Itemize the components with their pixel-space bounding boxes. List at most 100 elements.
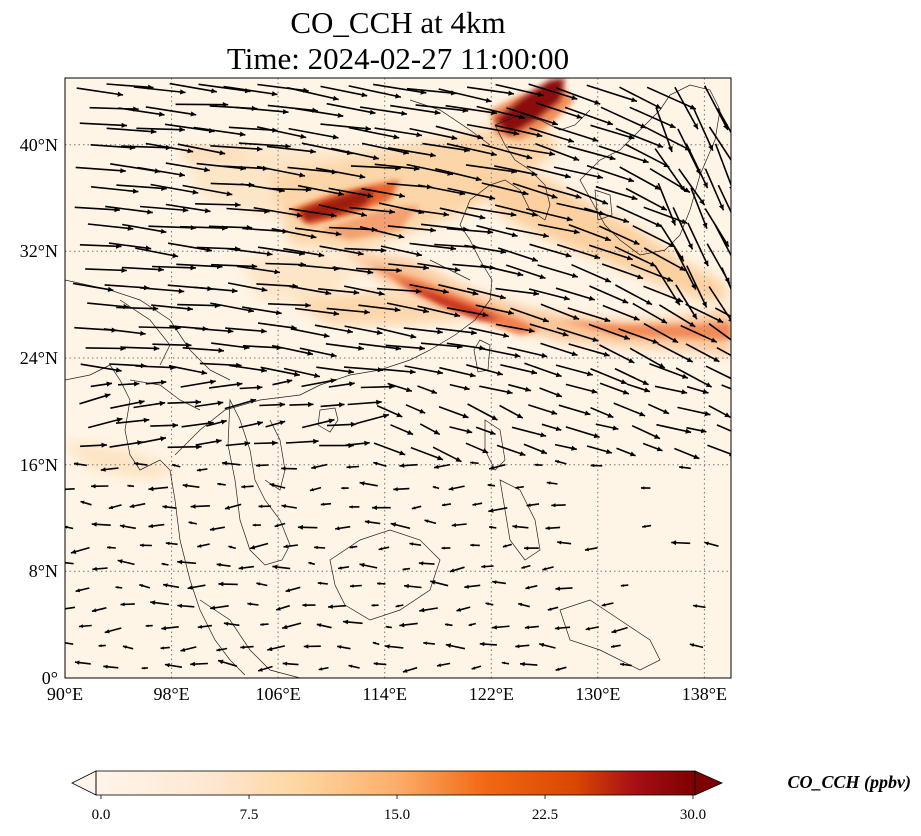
wind-arrow bbox=[476, 105, 525, 120]
wind-arrow-head bbox=[746, 323, 752, 328]
wind-arrow bbox=[680, 324, 718, 343]
wind-arrow-head bbox=[261, 328, 267, 334]
wind-arrow bbox=[564, 106, 614, 126]
wind-arrow-head bbox=[179, 127, 185, 133]
wind-arrow bbox=[314, 324, 354, 333]
wind-arrow-head bbox=[620, 379, 627, 384]
wind-arrow-head bbox=[528, 327, 535, 334]
wind-arrow-head bbox=[373, 461, 378, 466]
wind-arrow-head bbox=[197, 624, 203, 629]
wind-arrow-head bbox=[551, 120, 558, 126]
wind-arrow-head bbox=[373, 155, 379, 161]
wind-arrow-head bbox=[487, 483, 491, 487]
wind-arrow bbox=[65, 561, 74, 565]
wind-arrow bbox=[302, 418, 335, 429]
wind-arrow bbox=[571, 263, 612, 283]
wind-arrow bbox=[507, 145, 556, 156]
wind-arrow bbox=[625, 187, 668, 211]
wind-arrow-head bbox=[492, 625, 497, 630]
map-subtitle-time: Time: 2024-02-27 11:00:00 bbox=[226, 41, 570, 76]
wind-arrow-head bbox=[115, 586, 119, 589]
wind-arrow bbox=[268, 303, 311, 307]
wind-arrow-head bbox=[393, 487, 398, 492]
wind-arrow bbox=[677, 406, 711, 416]
wind-arrow-head bbox=[732, 260, 737, 266]
wind-arrow-head bbox=[564, 173, 571, 179]
wind-arrow-head bbox=[197, 544, 202, 548]
wind-arrow-head bbox=[713, 356, 720, 362]
wind-arrow-head bbox=[257, 420, 263, 426]
wind-arrow bbox=[193, 126, 246, 136]
wind-arrow-head bbox=[172, 463, 176, 467]
wind-arrow-head bbox=[685, 428, 692, 434]
wind-arrow-head bbox=[302, 603, 307, 608]
wind-arrow-head bbox=[555, 667, 560, 671]
wind-arrow-head bbox=[607, 120, 613, 126]
wind-arrow-head bbox=[510, 211, 517, 217]
map-panel bbox=[65, 78, 752, 678]
wind-arrow-head bbox=[158, 111, 165, 117]
wind-arrow bbox=[297, 184, 345, 196]
wind-arrow-head bbox=[702, 389, 709, 394]
wind-arrow bbox=[240, 183, 285, 192]
wind-arrow-head bbox=[462, 413, 469, 419]
wind-arrow-head bbox=[141, 666, 145, 670]
wind-arrow bbox=[288, 207, 337, 217]
wind-arrow bbox=[619, 86, 662, 110]
wind-arrow-head bbox=[628, 134, 635, 140]
wind-arrow-head bbox=[551, 409, 558, 415]
wind-arrow-head bbox=[402, 668, 408, 673]
wind-arrow bbox=[326, 102, 376, 114]
wind-arrow bbox=[165, 162, 210, 172]
wind-arrow-head bbox=[423, 308, 429, 314]
wind-arrow-head bbox=[537, 91, 544, 97]
wind-arrow-head bbox=[223, 621, 229, 626]
wind-arrow bbox=[672, 207, 694, 250]
wind-arrow-head bbox=[416, 132, 422, 138]
wind-arrow bbox=[374, 163, 420, 170]
wind-arrow-head bbox=[536, 132, 543, 138]
wind-arrow-head bbox=[349, 584, 354, 588]
wind-arrow-head bbox=[407, 429, 414, 435]
colorbar-frame bbox=[95, 770, 696, 796]
wind-arrow bbox=[138, 326, 181, 329]
wind-arrow bbox=[716, 107, 731, 134]
wind-arrow-head bbox=[734, 301, 739, 307]
wind-arrow-head bbox=[272, 440, 278, 446]
wind-arrow bbox=[465, 164, 518, 173]
wind-arrow bbox=[87, 417, 123, 429]
wind-arrow-head bbox=[689, 643, 695, 647]
wind-arrow-head bbox=[276, 606, 281, 611]
wind-arrow-head bbox=[471, 330, 477, 336]
wind-arrow-head bbox=[503, 332, 509, 338]
wind-arrow-head bbox=[525, 386, 531, 392]
wind-arrow bbox=[195, 203, 241, 206]
wind-arrow-head bbox=[70, 549, 77, 554]
wind-arrow-head bbox=[120, 168, 126, 174]
wind-arrow bbox=[558, 404, 591, 416]
wind-arrow-head bbox=[448, 486, 454, 491]
y-tick-label: 8°N bbox=[29, 561, 58, 581]
wind-arrow bbox=[540, 303, 580, 321]
wind-arrow bbox=[75, 166, 126, 172]
wind-arrow-head bbox=[65, 525, 68, 529]
wind-arrow-head bbox=[604, 236, 611, 241]
wind-arrow-head bbox=[122, 645, 127, 649]
wind-arrow bbox=[421, 223, 469, 231]
wind-arrow-head bbox=[218, 581, 224, 587]
wind-arrow-head bbox=[187, 306, 193, 312]
wind-arrow bbox=[108, 242, 152, 250]
wind-arrow-head bbox=[311, 465, 317, 470]
wind-arrow-head bbox=[100, 467, 106, 472]
colorbar-tick-label: 0.0 bbox=[92, 807, 111, 823]
wind-arrow-head bbox=[723, 240, 729, 247]
wind-arrow bbox=[122, 223, 167, 233]
wind-arrow bbox=[555, 364, 594, 376]
wind-arrow bbox=[91, 186, 139, 193]
wind-arrow-head bbox=[555, 426, 562, 431]
wind-arrow-head bbox=[500, 249, 507, 255]
wind-arrow-head bbox=[620, 584, 624, 587]
wind-arrow bbox=[599, 344, 635, 364]
wind-arrow bbox=[555, 287, 596, 301]
wind-arrow bbox=[714, 224, 731, 257]
